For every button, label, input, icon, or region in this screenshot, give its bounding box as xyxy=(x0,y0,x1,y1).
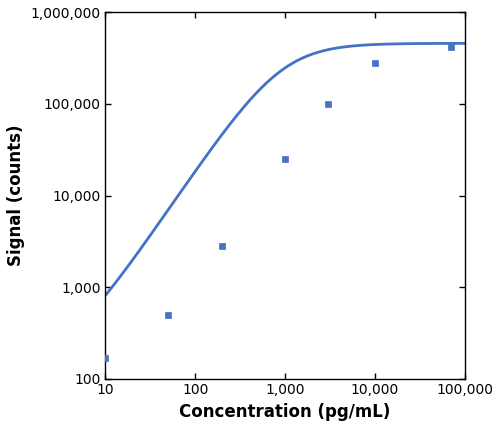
Point xyxy=(102,354,110,361)
Point xyxy=(446,44,454,51)
Y-axis label: Signal (counts): Signal (counts) xyxy=(7,125,25,266)
Point xyxy=(281,156,289,163)
X-axis label: Concentration (pg/mL): Concentration (pg/mL) xyxy=(180,403,390,421)
Point xyxy=(371,59,379,66)
Point xyxy=(324,101,332,107)
Point xyxy=(218,243,226,250)
Point xyxy=(164,311,172,318)
